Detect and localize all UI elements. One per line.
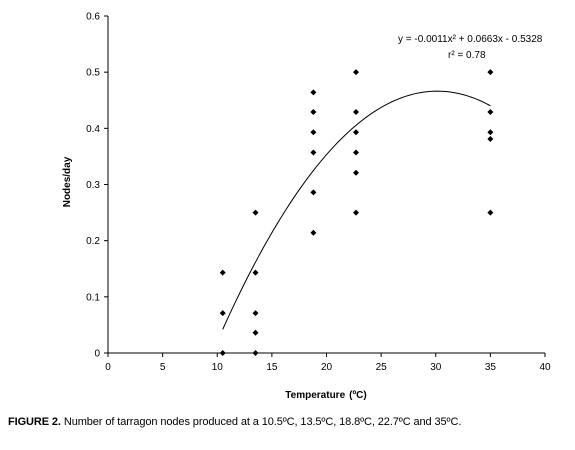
- data-point: [252, 269, 259, 276]
- trendline-r2: r² = 0.78: [448, 50, 486, 61]
- scatter-chart: 0 5 10 15 20 25 30 35 40 0 0.1 0.2 0.3 0.4 0.5 0.6 Tem…: [62, 12, 551, 402]
- y-tick-label: 0.2: [86, 236, 100, 247]
- x-tick-label: 35: [485, 362, 497, 373]
- trendline-equation: y = -0.0011x² + 0.0663x - 0.5328: [398, 34, 543, 45]
- data-point: [487, 209, 494, 216]
- y-tick-labels: 0 0.1 0.2 0.3 0.4 0.5 0.6: [86, 12, 100, 360]
- data-point: [252, 310, 259, 317]
- x-tick-label: 15: [266, 362, 278, 373]
- y-tick-label: 0: [94, 349, 100, 360]
- data-point: [487, 136, 494, 143]
- data-points: [219, 69, 494, 356]
- data-point: [487, 129, 494, 136]
- x-tick-label: 20: [321, 362, 333, 373]
- x-tick-label: 10: [212, 362, 224, 373]
- data-point: [219, 269, 226, 276]
- x-tick-labels: 0 5 10 15 20 25 30 35 40: [105, 362, 551, 373]
- data-point: [219, 350, 226, 356]
- x-tick-label: 5: [160, 362, 166, 373]
- y-tick-label: 0.4: [86, 124, 100, 135]
- data-point: [310, 189, 317, 196]
- data-point: [352, 209, 359, 216]
- data-point: [352, 109, 359, 116]
- x-tick-label: 30: [430, 362, 442, 373]
- data-point: [487, 109, 494, 116]
- data-point: [352, 169, 359, 176]
- data-point: [310, 229, 317, 236]
- figure-caption: FIGURE 2. Number of tarragon nodes produ…: [8, 416, 568, 428]
- x-tick-label: 0: [105, 362, 111, 373]
- x-tick-label: 40: [539, 362, 551, 373]
- data-point: [310, 149, 317, 156]
- y-axis-title: Nodes/day: [62, 156, 73, 207]
- y-tick-label: 0.1: [86, 292, 100, 303]
- data-point: [352, 149, 359, 156]
- data-point: [352, 129, 359, 136]
- x-axis-label: Temperature: [285, 390, 345, 401]
- y-tick-label: 0.3: [86, 180, 100, 191]
- trendline: [222, 90, 491, 330]
- x-axis-unit: (ºC): [349, 390, 367, 401]
- data-point: [310, 129, 317, 136]
- caption-text: Number of tarragon nodes produced at a 1…: [60, 416, 462, 428]
- x-tick-label: 25: [376, 362, 388, 373]
- data-point: [252, 329, 259, 336]
- data-point: [252, 209, 259, 216]
- data-point: [219, 310, 226, 317]
- y-tick-label: 0.5: [86, 68, 100, 79]
- data-point: [252, 350, 259, 356]
- data-point: [310, 109, 317, 116]
- data-point: [310, 89, 317, 96]
- caption-label: FIGURE 2.: [8, 416, 61, 428]
- y-tick-label: 0.6: [86, 12, 100, 23]
- data-point: [487, 69, 494, 76]
- x-axis-title: Temperature (ºC): [285, 390, 366, 401]
- data-point: [352, 69, 359, 76]
- axes: [104, 15, 546, 357]
